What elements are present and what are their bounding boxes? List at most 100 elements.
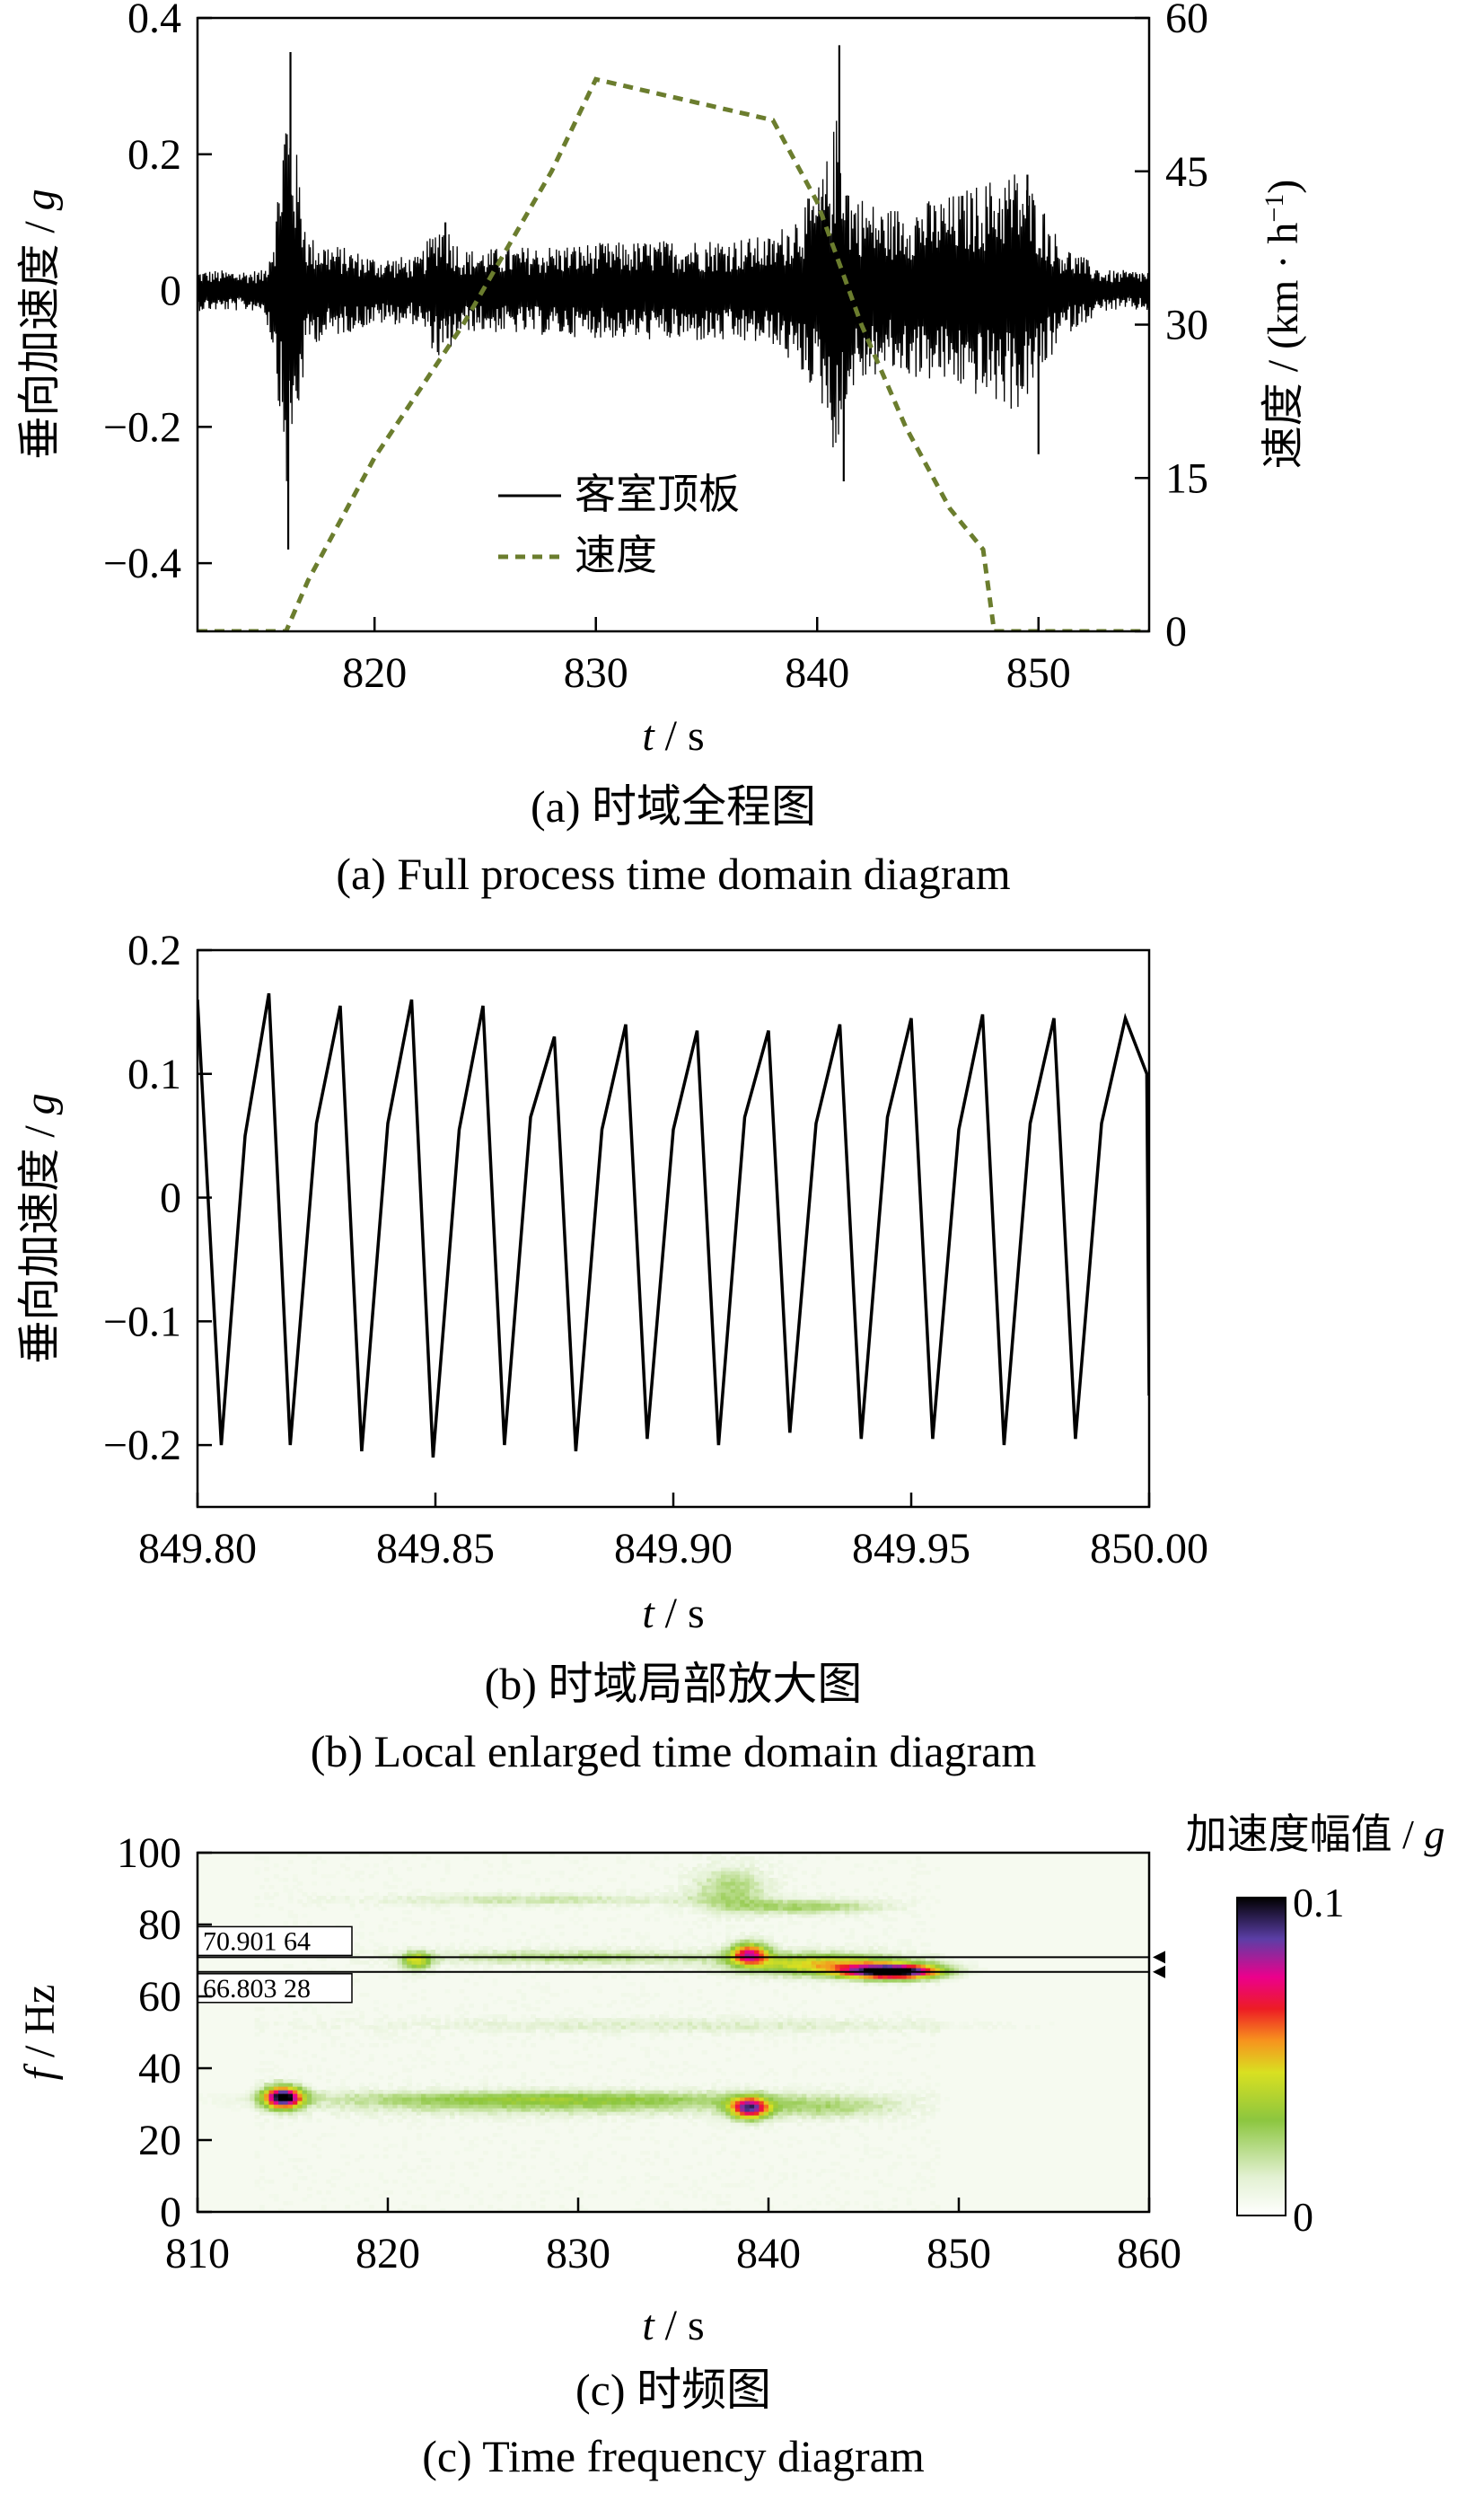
heat-cell — [597, 2065, 603, 2069]
heat-cell — [716, 2151, 722, 2155]
heat-cell — [578, 1899, 584, 1904]
heat-cell — [711, 1914, 717, 1918]
heat-cell — [663, 1903, 670, 1907]
heat-cell — [782, 2108, 788, 2112]
heat-cell — [487, 1892, 494, 1897]
heat-cell — [421, 1964, 426, 1969]
heat-cell — [297, 2083, 303, 2087]
heat-cell — [496, 2133, 503, 2137]
heat-cell — [487, 1914, 494, 1918]
heat-cell — [549, 2097, 556, 2101]
heat-cell — [463, 2111, 470, 2116]
heat-cell — [578, 2180, 584, 2184]
heat-cell — [368, 2097, 374, 2101]
heat-cell — [782, 1993, 788, 1997]
heat-cell — [687, 2097, 693, 2101]
heat-cell — [326, 2104, 331, 2109]
heat-cell — [759, 1971, 765, 1976]
heat-cell — [583, 1932, 589, 1936]
heat-cell — [592, 2004, 598, 2008]
heat-cell — [573, 2061, 579, 2066]
heat-cell — [673, 2018, 679, 2022]
heat-cell — [578, 1950, 584, 1954]
heat-cell — [378, 2018, 384, 2022]
heat-cell — [821, 1964, 827, 1969]
heat-cell — [668, 2101, 674, 2105]
heat-cell — [511, 2108, 517, 2112]
heat-cell — [777, 2104, 784, 2109]
heat-cell — [701, 1953, 707, 1958]
heat-cell — [754, 1953, 760, 1958]
heat-cell — [759, 1964, 765, 1969]
heat-cell — [763, 1878, 769, 1882]
heat-cell — [273, 2126, 279, 2130]
heat-cell — [206, 2093, 213, 2098]
heat-cell — [725, 2122, 732, 2127]
heat-cell — [821, 1971, 827, 1976]
heat-cell — [692, 1892, 698, 1897]
heat-cell — [554, 1896, 560, 1900]
heat-cell — [839, 1975, 846, 1979]
heat-cell — [692, 1889, 698, 1893]
heat-cell — [668, 2140, 674, 2145]
heat-cell — [293, 2079, 298, 2083]
heat-cell — [444, 1903, 451, 1907]
heat-cell — [597, 2054, 603, 2058]
heat-cell — [407, 2111, 413, 2116]
heat-cell — [487, 2097, 494, 2101]
heat-cell — [502, 2140, 508, 2145]
heat-cell — [725, 1971, 732, 1976]
heat-cell — [544, 2126, 550, 2130]
heat-cell — [611, 1907, 617, 1911]
heat-cell — [273, 2090, 279, 2094]
heat-cell — [316, 2104, 322, 2109]
heat-cell — [654, 2151, 660, 2155]
heat-cell — [578, 1953, 584, 1958]
heat-cell — [316, 2090, 322, 2094]
heat-cell — [259, 2165, 265, 2170]
heat-cell — [787, 1914, 794, 1918]
heat-cell — [721, 1914, 726, 1918]
heat-cell — [454, 1957, 461, 1961]
heat-cell — [659, 1896, 664, 1900]
heat-cell — [359, 2108, 365, 2112]
heat-cell — [777, 2097, 784, 2101]
heat-cell — [544, 2029, 550, 2033]
heat-cell — [782, 2025, 788, 2030]
heat-cell — [382, 1899, 389, 1904]
heat-cell — [326, 2180, 331, 2184]
heat-cell — [273, 2115, 279, 2119]
heat-cell — [535, 1982, 541, 1986]
heat-cell — [663, 2097, 670, 2101]
heat-cell — [496, 2022, 503, 2026]
heat-cell — [473, 2101, 479, 2105]
heat-cell — [273, 2101, 279, 2105]
heat-cell — [606, 2104, 612, 2109]
heat-cell — [721, 2147, 726, 2152]
heat-cell — [401, 2108, 408, 2112]
heat-cell — [264, 1856, 270, 1861]
heat-cell — [711, 1968, 717, 1972]
heat-cell — [697, 1899, 703, 1904]
heat-cell — [345, 2097, 351, 2101]
heat-cell — [473, 2097, 479, 2101]
heat-cell — [435, 2093, 441, 2098]
heat-cell — [759, 2022, 765, 2026]
heat-cell — [392, 2115, 399, 2119]
heat-cell — [806, 2022, 812, 2026]
heat-cell — [430, 2101, 436, 2105]
heat-cell — [525, 2086, 531, 2091]
heat-cell — [768, 2093, 774, 2098]
heat-cell — [487, 1993, 494, 1997]
heat-cell — [692, 1921, 698, 1925]
heat-cell — [711, 2090, 717, 2094]
heat-cell — [392, 1885, 399, 1890]
heat-cell — [835, 2000, 841, 2004]
heat-cell — [421, 1903, 426, 1907]
heat-cell — [411, 2018, 417, 2022]
heat-cell — [773, 1993, 779, 1997]
heat-cell — [616, 1903, 622, 1907]
heat-cell — [268, 2093, 275, 2098]
heat-cell — [673, 2122, 679, 2127]
heat-cell — [825, 2072, 831, 2076]
